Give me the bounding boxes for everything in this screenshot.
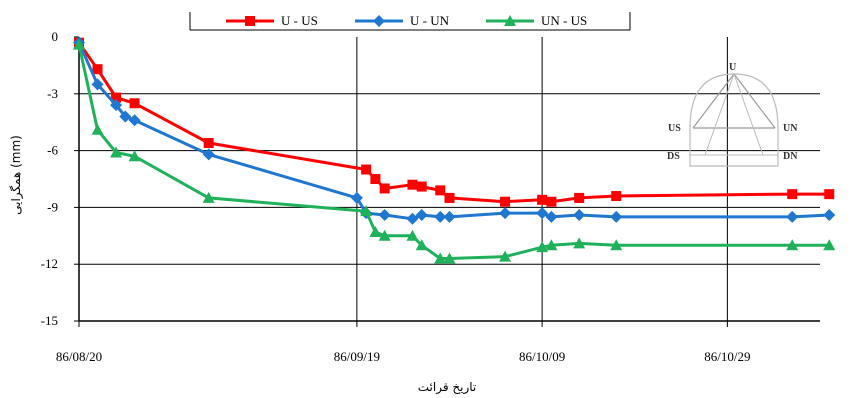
data-point-triangle	[360, 205, 373, 217]
data-point-square	[361, 164, 372, 175]
y-tick-label: -3	[47, 86, 58, 101]
data-point-diamond	[823, 208, 836, 221]
data-point-triangle	[202, 191, 215, 203]
data-point-diamond	[378, 208, 391, 221]
data-point-square	[444, 192, 455, 203]
data-point-square	[379, 183, 390, 194]
series-u-us	[74, 37, 835, 207]
legend-label: U - UN	[410, 13, 450, 28]
series-line	[77, 42, 830, 221]
data-point-square	[370, 174, 381, 184]
data-point-square	[407, 179, 418, 190]
x-tick-label: 86/09/19	[334, 349, 380, 364]
data-point-triangle	[545, 239, 558, 251]
legend-label: UN - US	[541, 13, 587, 28]
data-point-square	[574, 192, 585, 203]
data-point-triangle	[378, 229, 391, 241]
data-point-square	[416, 181, 427, 192]
data-point-triangle	[110, 146, 123, 158]
data-point-diamond	[536, 207, 549, 220]
data-point-triangle	[610, 239, 623, 251]
y-tick-label: -15	[41, 313, 58, 328]
data-point-square	[435, 185, 446, 196]
data-point-diamond	[443, 210, 456, 223]
data-point-square	[787, 189, 798, 200]
chord-u-un	[733, 73, 776, 129]
series-layer	[73, 36, 836, 264]
data-point-triangle	[499, 250, 512, 262]
data-point-diamond	[434, 210, 447, 223]
chord-u-dn	[733, 73, 764, 156]
tunnel-section-diagram: U US UN DS DN	[667, 62, 798, 167]
data-point-square	[111, 92, 122, 103]
y-tick-label: -12	[41, 256, 58, 271]
data-point-diamond	[406, 212, 419, 225]
data-point-square	[537, 194, 548, 205]
data-point-triangle	[73, 38, 85, 50]
x-tick-label: 86/10/09	[519, 349, 565, 364]
data-point-diamond	[786, 210, 799, 223]
data-point-triangle	[415, 239, 428, 251]
y-tick-label: -9	[47, 199, 58, 214]
data-point-diamond	[545, 210, 558, 223]
data-point-diamond	[202, 148, 215, 161]
x-tick-label: 86/08/20	[56, 349, 102, 364]
data-point-diamond	[119, 110, 132, 123]
data-point-triangle	[434, 252, 447, 264]
data-point-triangle	[536, 241, 549, 253]
x-tick-label: 86/10/29	[704, 349, 750, 364]
x-axis-title: تاریخ قرائت	[418, 380, 477, 395]
inset-label-un: UN	[783, 123, 798, 134]
data-point-triangle	[128, 150, 141, 162]
legend-label: U - US	[281, 13, 318, 28]
data-point-diamond	[91, 78, 104, 91]
data-point-triangle	[786, 239, 799, 251]
inset-label-ds: DS	[667, 151, 680, 162]
data-point-diamond	[499, 207, 512, 220]
data-point-triangle	[369, 226, 382, 238]
data-point-diamond	[373, 15, 385, 27]
data-point-triangle	[443, 252, 456, 264]
data-point-square	[129, 98, 140, 109]
data-point-diamond	[128, 114, 141, 127]
data-point-square	[92, 64, 103, 75]
data-point-triangle	[823, 239, 836, 251]
data-point-square	[546, 196, 557, 207]
data-point-square	[245, 16, 255, 26]
data-point-triangle	[406, 229, 419, 241]
data-point-diamond	[110, 99, 123, 112]
tunnel-outline	[689, 73, 779, 167]
y-axis-title: همگرایی (mm)	[9, 135, 24, 215]
chord-u-us	[692, 73, 735, 129]
y-tick-label: 0	[52, 29, 59, 44]
data-point-diamond	[415, 208, 428, 221]
data-point-diamond	[350, 191, 363, 204]
inset-label-dn: DN	[783, 151, 798, 162]
legend: U - US U - UN UN - US	[189, 12, 631, 31]
inset-label-us: US	[668, 123, 681, 134]
chart-axes: 86/08/2086/09/1986/10/0986/10/2986/11/18…	[41, 29, 820, 364]
data-point-square	[203, 138, 214, 149]
data-point-square	[500, 196, 511, 207]
inset-label-u: U	[729, 62, 736, 73]
data-point-square	[824, 189, 835, 200]
data-point-diamond	[610, 210, 623, 223]
data-point-triangle	[573, 237, 586, 249]
series-un-us	[73, 38, 836, 264]
data-point-triangle	[91, 123, 104, 135]
data-point-square	[611, 191, 622, 202]
chord-u-ds	[704, 73, 735, 156]
data-point-diamond	[573, 208, 586, 221]
data-point-triangle	[504, 15, 516, 26]
y-tick-label: -6	[47, 143, 58, 158]
